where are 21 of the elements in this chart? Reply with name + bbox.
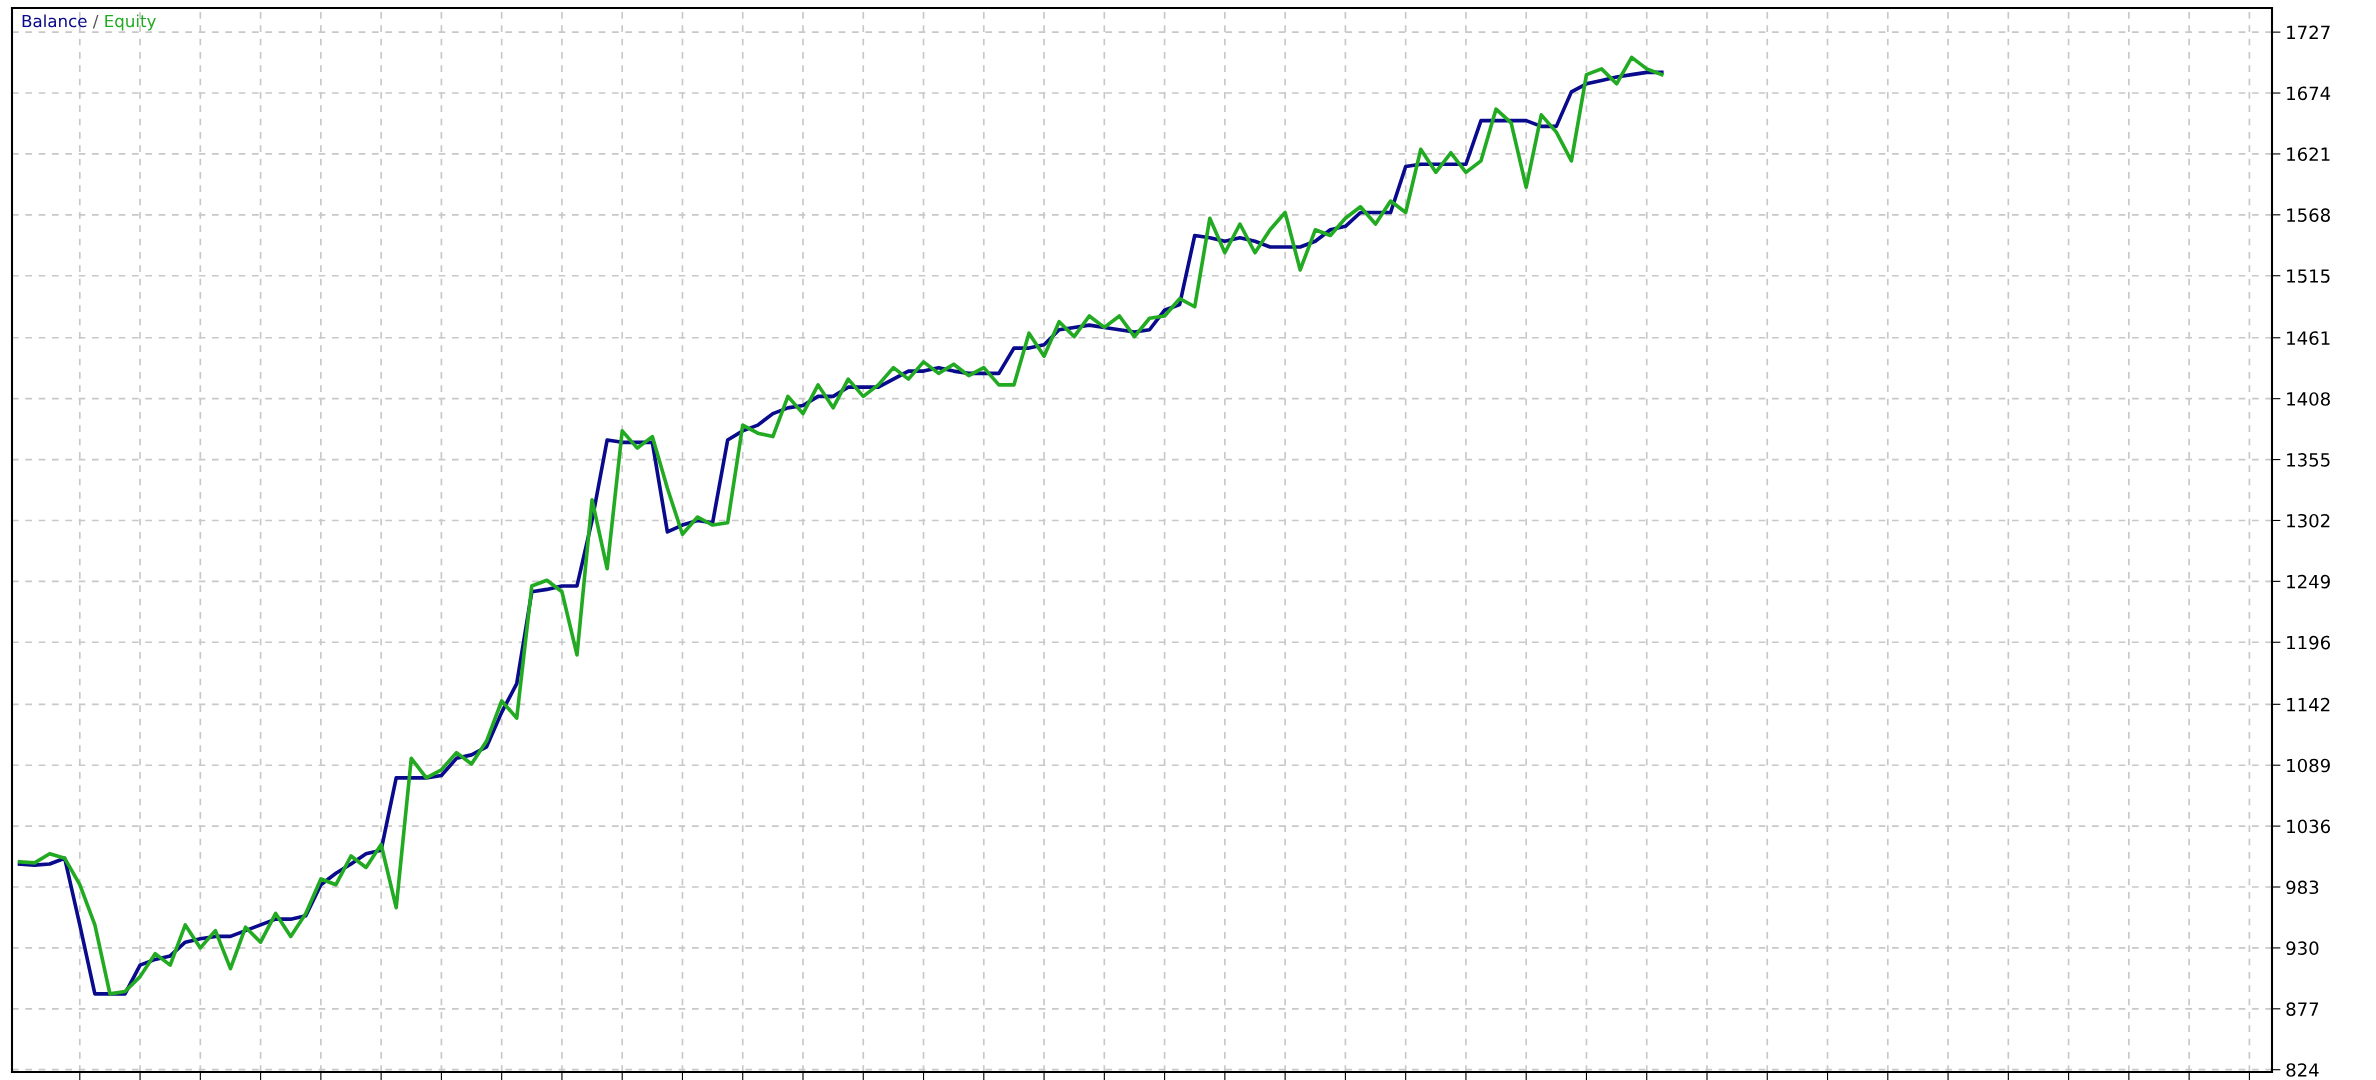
y-tick-label: 1249 xyxy=(2287,574,2330,589)
y-tick-label: 1515 xyxy=(2287,269,2330,283)
y-tick-label: 1196 xyxy=(2287,635,2331,650)
y-tick-label: 1408 xyxy=(2287,392,2330,406)
y-tick-label: 877 xyxy=(2286,1002,2319,1016)
y-tick-label: 983 xyxy=(2286,880,2319,895)
y-tick-label: 1302 xyxy=(2287,513,2330,528)
y-tick-label: 1036 xyxy=(2287,819,2331,834)
y-tick-label: 1621 xyxy=(2287,147,2330,162)
y-tick-label: 1727 xyxy=(2287,25,2330,39)
text: Equity xyxy=(105,14,156,31)
y-tick-label: 824 xyxy=(2286,1063,2319,1077)
annotation: / xyxy=(92,14,99,29)
y-tick-label: 930 xyxy=(2286,941,2319,956)
y-tick-label: 1089 xyxy=(2287,758,2330,773)
text: Balance xyxy=(22,14,87,28)
y-tick-label: 1142 xyxy=(2287,697,2330,712)
y-tick-label: 1568 xyxy=(2287,208,2330,222)
y-tick-label: 1461 xyxy=(2287,331,2330,345)
y-tick-label: 1355 xyxy=(2287,453,2330,467)
y-tick-label: 1674 xyxy=(2287,86,2331,101)
